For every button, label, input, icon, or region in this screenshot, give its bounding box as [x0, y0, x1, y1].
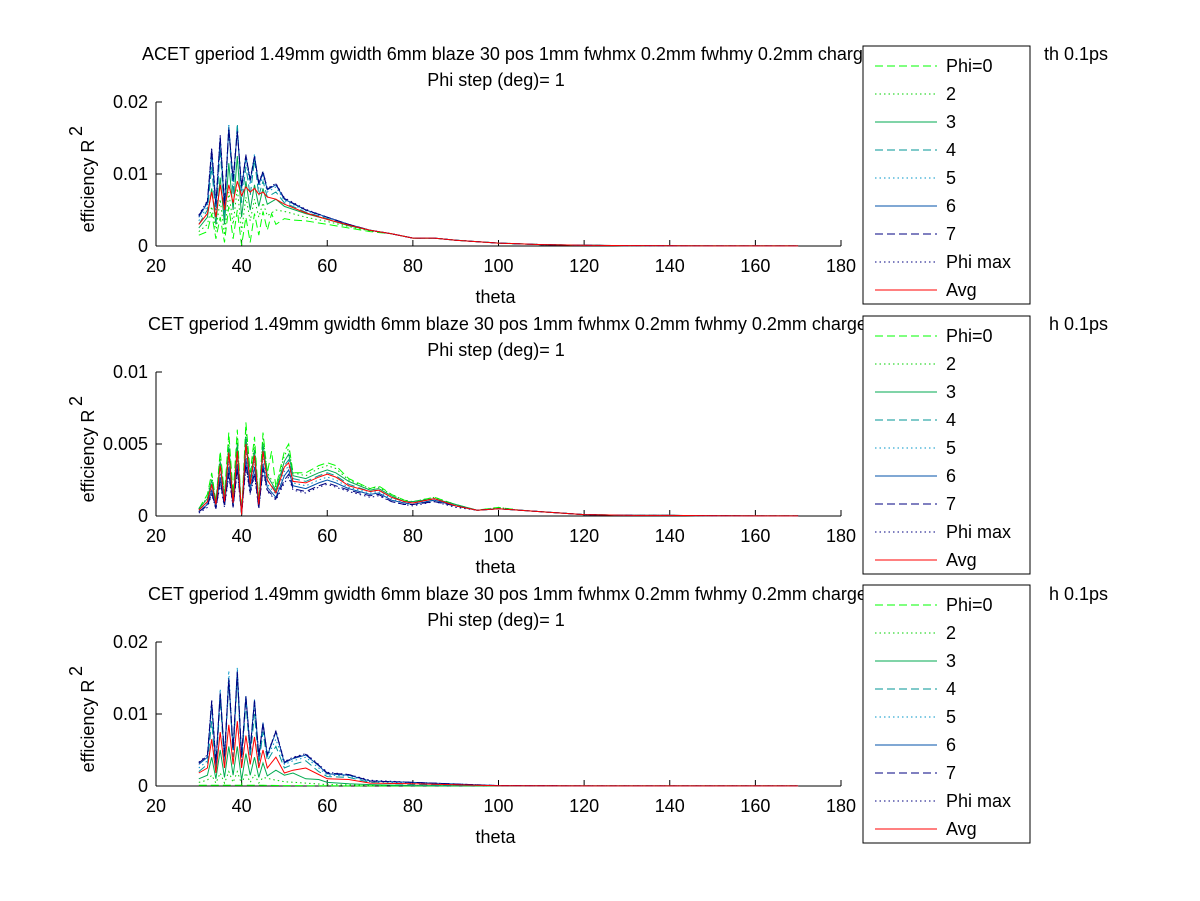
x-tick-label: 180: [826, 256, 856, 276]
y-axis-label-superscript: 2: [66, 396, 86, 406]
x-tick-label: 180: [826, 796, 856, 816]
y-tick-label: 0.005: [103, 434, 148, 454]
x-tick-label: 20: [146, 796, 166, 816]
chart-title-line1: CET gperiod 1.49mm gwidth 6mm blaze 30 p…: [148, 314, 892, 334]
legend-label-phimax: Phi max: [946, 252, 1011, 272]
legend-box: [862, 45, 1031, 305]
legend-label-phi6: 6: [946, 466, 956, 486]
series-line-phimax: [198, 672, 799, 787]
legend-label-phi4: 4: [946, 679, 956, 699]
chart-panel-2: CET gperiod 1.49mm gwidth 6mm blaze 30 p…: [66, 314, 1108, 577]
y-tick-label: 0: [138, 236, 148, 256]
chart-title-line1-tail: h 0.1ps: [1049, 314, 1108, 334]
series-line-phi3: [198, 746, 799, 787]
y-tick-label: 0: [138, 776, 148, 796]
chart-title-line2: Phi step (deg)= 1: [427, 610, 565, 630]
series-line-avg: [198, 721, 799, 787]
y-tick-label: 0.02: [113, 92, 148, 112]
x-tick-label: 160: [740, 796, 770, 816]
legend-label-phi3: 3: [946, 382, 956, 402]
x-tick-label: 120: [569, 526, 599, 546]
legend-label-phimax: Phi max: [946, 791, 1011, 811]
x-tick-label: 100: [483, 796, 513, 816]
legend-label-phi6: 6: [946, 196, 956, 216]
x-tick-label: 60: [317, 526, 337, 546]
legend-label-phi3: 3: [946, 651, 956, 671]
x-tick-label: 20: [146, 526, 166, 546]
x-tick-label: 140: [655, 256, 685, 276]
x-tick-label: 140: [655, 796, 685, 816]
x-tick-label: 20: [146, 256, 166, 276]
chart-title-line1: ACET gperiod 1.49mm gwidth 6mm blaze 30 …: [142, 44, 898, 64]
series-line-avg: [198, 443, 799, 517]
legend-label-phi3: 3: [946, 112, 956, 132]
x-tick-label: 60: [317, 256, 337, 276]
legend-label-phi2: 2: [946, 84, 956, 104]
y-tick-label: 0.01: [113, 362, 148, 382]
legend-box: [862, 584, 1031, 844]
y-tick-label: 0.01: [113, 164, 148, 184]
series-line-phi0: [198, 206, 799, 247]
legend-label-phi0: Phi=0: [946, 595, 993, 615]
legend: Phi=0 2 3 4 5 6 7 Phi max Avg: [862, 315, 1031, 575]
legend-label-phi2: 2: [946, 623, 956, 643]
x-tick-label: 120: [569, 256, 599, 276]
series-line-phi2: [198, 770, 799, 787]
x-axis-label: theta: [475, 827, 516, 847]
legend-label-avg: Avg: [946, 819, 977, 839]
x-tick-label: 100: [483, 256, 513, 276]
series-line-avg: [198, 181, 799, 247]
chart-title-line1: CET gperiod 1.49mm gwidth 6mm blaze 30 p…: [148, 584, 892, 604]
series-line-phi7: [198, 672, 799, 787]
chart-title-line1-tail: th 0.1ps: [1044, 44, 1108, 64]
chart-title-line2: Phi step (deg)= 1: [427, 340, 565, 360]
x-tick-label: 40: [232, 526, 252, 546]
legend-label-phi5: 5: [946, 438, 956, 458]
legend-label-phi5: 5: [946, 168, 956, 188]
legend-label-phi2: 2: [946, 354, 956, 374]
legend-label-avg: Avg: [946, 280, 977, 300]
legend-label-phi5: 5: [946, 707, 956, 727]
x-tick-label: 180: [826, 526, 856, 546]
x-tick-label: 60: [317, 796, 337, 816]
legend-label-avg: Avg: [946, 550, 977, 570]
x-tick-label: 80: [403, 256, 423, 276]
x-tick-label: 40: [232, 256, 252, 276]
legend-label-phi7: 7: [946, 763, 956, 783]
legend-label-phi4: 4: [946, 410, 956, 430]
y-axis-label: efficiency R: [78, 680, 98, 773]
legend-label-phi6: 6: [946, 735, 956, 755]
x-tick-label: 160: [740, 256, 770, 276]
y-tick-label: 0.02: [113, 632, 148, 652]
x-tick-label: 140: [655, 526, 685, 546]
y-axis-label-superscript: 2: [66, 666, 86, 676]
chart-title-line2: Phi step (deg)= 1: [427, 70, 565, 90]
chart-panel-1: ACET gperiod 1.49mm gwidth 6mm blaze 30 …: [66, 44, 1108, 307]
legend: Phi=0 2 3 4 5 6 7 Phi max Avg: [862, 45, 1031, 305]
chart-title-line1-tail: h 0.1ps: [1049, 584, 1108, 604]
legend-label-phimax: Phi max: [946, 522, 1011, 542]
y-axis-label: efficiency R: [78, 140, 98, 233]
x-tick-label: 100: [483, 526, 513, 546]
y-axis-label-superscript: 2: [66, 126, 86, 136]
x-tick-label: 40: [232, 796, 252, 816]
x-tick-label: 80: [403, 526, 423, 546]
x-tick-label: 80: [403, 796, 423, 816]
legend: Phi=0 2 3 4 5 6 7 Phi max Avg: [862, 584, 1031, 844]
legend-label-phi0: Phi=0: [946, 56, 993, 76]
y-axis-label: efficiency R: [78, 410, 98, 503]
x-axis-label: theta: [475, 557, 516, 577]
legend-label-phi7: 7: [946, 224, 956, 244]
legend-label-phi0: Phi=0: [946, 326, 993, 346]
chart-panel-3: CET gperiod 1.49mm gwidth 6mm blaze 30 p…: [66, 584, 1108, 847]
x-tick-label: 160: [740, 526, 770, 546]
legend-label-phi4: 4: [946, 140, 956, 160]
y-tick-label: 0: [138, 506, 148, 526]
x-tick-label: 120: [569, 796, 599, 816]
legend-box: [862, 315, 1031, 575]
y-tick-label: 0.01: [113, 704, 148, 724]
x-axis-label: theta: [475, 287, 516, 307]
legend-label-phi7: 7: [946, 494, 956, 514]
